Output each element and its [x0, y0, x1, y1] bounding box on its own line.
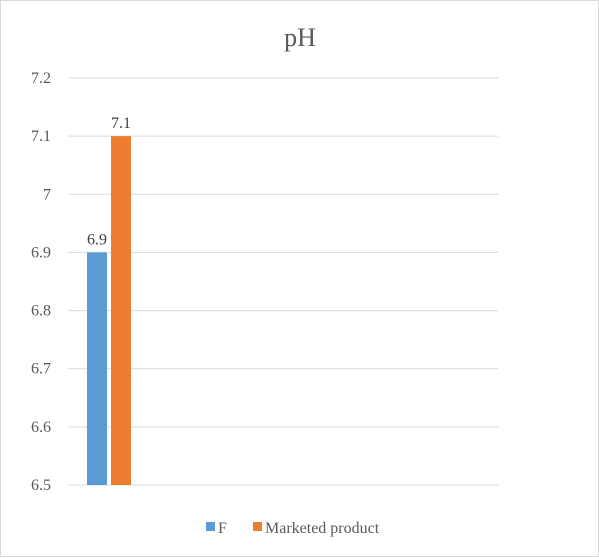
legend: F Marketed product — [206, 520, 380, 537]
gridlines — [68, 77, 498, 486]
bars — [87, 136, 131, 485]
y-tick-label: 7 — [43, 186, 51, 203]
y-tick-label: 6.7 — [31, 361, 51, 378]
legend-label: Marketed product — [265, 520, 380, 537]
bar-marketed-product — [111, 136, 131, 485]
y-tick-label: 7.1 — [31, 128, 51, 145]
legend-swatch — [253, 522, 262, 531]
y-axis-ticks: 6.5 6.6 6.7 6.8 6.9 7 7.1 7.2 — [31, 70, 51, 494]
legend-swatch — [206, 522, 215, 531]
y-tick-label: 6.9 — [31, 244, 51, 261]
y-tick-label: 6.6 — [31, 419, 51, 436]
y-tick-label: 6.8 — [31, 303, 51, 320]
chart-title: pH — [284, 23, 316, 52]
data-label: 7.1 — [111, 115, 131, 132]
data-labels: 6.9 7.1 — [87, 115, 131, 248]
legend-label: F — [218, 520, 227, 537]
y-tick-label: 7.2 — [31, 70, 51, 87]
data-label: 6.9 — [87, 231, 107, 248]
bar-f — [87, 252, 107, 485]
y-tick-label: 6.5 — [31, 477, 51, 494]
